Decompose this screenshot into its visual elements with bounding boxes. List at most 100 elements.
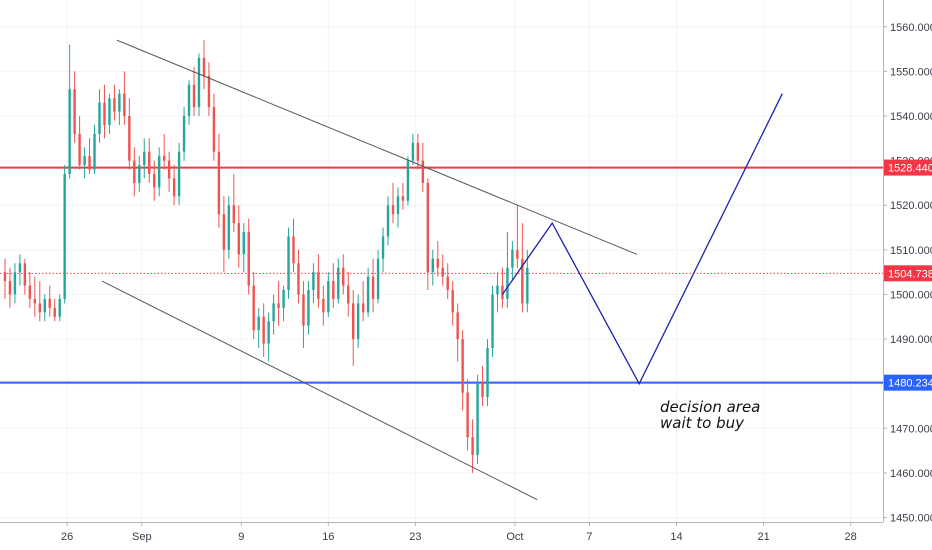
trendlines[interactable]: [101, 39, 637, 501]
candle-body: [361, 303, 365, 313]
candle-body: [153, 174, 156, 188]
candle-body: [13, 272, 17, 295]
candle-body: [33, 298, 37, 304]
annotation-text: decision area wait to buy: [660, 398, 765, 432]
candle-body: [157, 156, 161, 188]
candle-body: [441, 267, 444, 277]
candle-body: [187, 84, 191, 116]
candle-body: [63, 174, 66, 299]
candle-body: [197, 58, 201, 108]
x-tick-label: 9: [238, 531, 244, 543]
candle-body: [491, 294, 494, 348]
candle-body: [376, 258, 380, 299]
candle-body: [192, 84, 196, 108]
candle-body: [411, 142, 415, 161]
y-tick-label: 1560.000: [890, 22, 932, 34]
candle-body: [461, 339, 464, 393]
candle-body: [237, 223, 240, 255]
candle-body: [257, 316, 260, 331]
y-tick-label: 1510.000: [890, 245, 932, 257]
candle-body: [342, 267, 345, 286]
candle-body: [471, 437, 474, 456]
candle-body: [317, 272, 320, 299]
candle-body: [322, 298, 325, 313]
annotation-line-1: decision area: [660, 398, 760, 416]
x-tick-label: 23: [409, 531, 421, 543]
candle-body: [272, 303, 275, 322]
y-tick-label: 1500.000: [890, 289, 932, 301]
y-axis[interactable]: 1450.0001460.0001470.0001480.0001490.000…: [883, 22, 932, 525]
price-tag-current: [884, 265, 932, 282]
candle-body: [207, 75, 211, 108]
candle-body: [177, 151, 181, 197]
candle-body: [73, 89, 76, 134]
candle-body: [202, 58, 206, 76]
candle-body: [366, 276, 370, 313]
candle-body: [3, 272, 7, 282]
candle-body: [83, 156, 86, 166]
candle-body: [352, 303, 355, 340]
projection-polyline[interactable]: [501, 93, 783, 386]
projection-path[interactable]: [501, 93, 783, 386]
candle-body: [466, 392, 469, 438]
trendline-channel-lower[interactable]: [101, 280, 538, 501]
candle-body: [292, 236, 295, 264]
candle-body: [521, 258, 524, 304]
candle-body: [222, 214, 226, 250]
candle-body: [247, 232, 250, 286]
candle-body: [118, 93, 121, 112]
candle-body: [436, 258, 439, 268]
x-tick-label: Oct: [506, 531, 523, 543]
candle-body: [406, 160, 410, 201]
candle-body: [302, 294, 305, 326]
candle-body: [267, 321, 270, 344]
candle-body: [113, 98, 116, 112]
candle-body: [446, 276, 449, 290]
candle-body: [128, 116, 131, 161]
price-tag-resistance: [884, 159, 932, 176]
candle-body: [148, 151, 151, 174]
candle-body: [516, 249, 519, 259]
candle-body: [172, 178, 176, 197]
candle-body: [496, 285, 499, 295]
candle-body: [332, 281, 335, 299]
candle-body: [58, 298, 61, 317]
candle-body: [282, 290, 285, 308]
candle-body: [511, 249, 514, 268]
price-tags: 1528.440 1504.738 1480.234: [884, 159, 932, 391]
y-tick-label: 1470.000: [890, 423, 932, 435]
candle-body: [337, 267, 340, 299]
candle-body: [242, 232, 245, 255]
candle-body: [481, 383, 484, 398]
candle-body: [356, 303, 360, 340]
candle-body: [451, 290, 454, 313]
x-tick-label: 16: [322, 531, 334, 543]
candle-body: [93, 133, 96, 170]
candle-body: [297, 263, 300, 295]
candle-body: [53, 307, 56, 317]
candle-body: [133, 160, 136, 183]
candle-body: [232, 205, 236, 224]
candle-body: [277, 303, 280, 308]
candle-body: [182, 116, 186, 152]
candle-body: [506, 267, 509, 299]
candle-body: [396, 196, 400, 215]
candle-body: [312, 272, 315, 290]
x-axis[interactable]: 26 Sep 9 16 23 Oct 7 14 21 28: [61, 522, 857, 543]
candle-body: [486, 348, 489, 398]
x-tick-label: 14: [670, 531, 682, 543]
candles: [3, 40, 529, 473]
candle-body: [501, 285, 504, 299]
candle-body: [68, 89, 71, 174]
y-tick-label: 1520.000: [890, 200, 932, 212]
candle-body: [38, 303, 41, 313]
candle-body: [78, 133, 81, 166]
candle-body: [103, 102, 106, 125]
trendline-channel-upper[interactable]: [116, 39, 637, 255]
candle-body: [416, 142, 420, 161]
candle-body: [212, 107, 216, 152]
horizontal-levels[interactable]: [0, 166, 883, 384]
candle-body: [23, 263, 27, 286]
candle-body: [456, 312, 459, 340]
